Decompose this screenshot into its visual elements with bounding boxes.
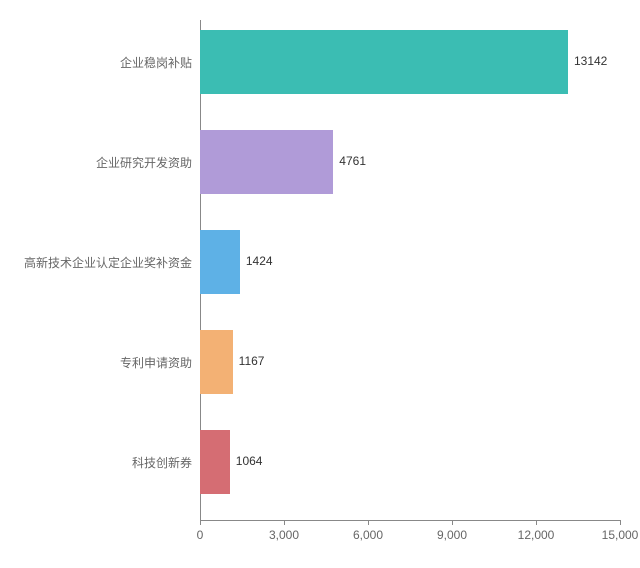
bar-value-label: 1424 bbox=[246, 254, 273, 268]
x-tick bbox=[620, 520, 621, 525]
x-tick-label: 3,000 bbox=[269, 528, 299, 542]
bar-category-label: 企业研究开发资助 bbox=[96, 154, 192, 171]
bar-category-label: 企业稳岗补贴 bbox=[120, 54, 192, 71]
x-tick-label: 0 bbox=[197, 528, 204, 542]
bar-value-label: 1064 bbox=[236, 454, 263, 468]
x-tick-label: 9,000 bbox=[437, 528, 467, 542]
x-tick bbox=[284, 520, 285, 525]
bar-value-label: 4761 bbox=[339, 154, 366, 168]
bar bbox=[200, 430, 230, 494]
bar-category-label: 科技创新券 bbox=[132, 454, 192, 471]
x-axis-line bbox=[200, 520, 620, 521]
chart-container: 0 3,000 6,000 9,000 12,000 15,000 企业稳岗补贴 13142… bbox=[0, 0, 640, 568]
bar-value-label: 1167 bbox=[239, 354, 265, 368]
bar bbox=[200, 130, 333, 194]
x-tick-label: 12,000 bbox=[518, 528, 555, 542]
bar-category-label: 高新技术企业认定企业奖补资金 bbox=[24, 254, 192, 271]
x-tick bbox=[536, 520, 537, 525]
bar bbox=[200, 330, 233, 394]
x-tick-label: 6,000 bbox=[353, 528, 383, 542]
bar bbox=[200, 30, 568, 94]
x-tick bbox=[200, 520, 201, 525]
bar-category-label: 专利申请资助 bbox=[120, 354, 192, 371]
bar-value-label: 13142 bbox=[574, 54, 607, 68]
x-tick-label: 15,000 bbox=[602, 528, 639, 542]
x-tick bbox=[368, 520, 369, 525]
x-tick bbox=[452, 520, 453, 525]
bar bbox=[200, 230, 240, 294]
